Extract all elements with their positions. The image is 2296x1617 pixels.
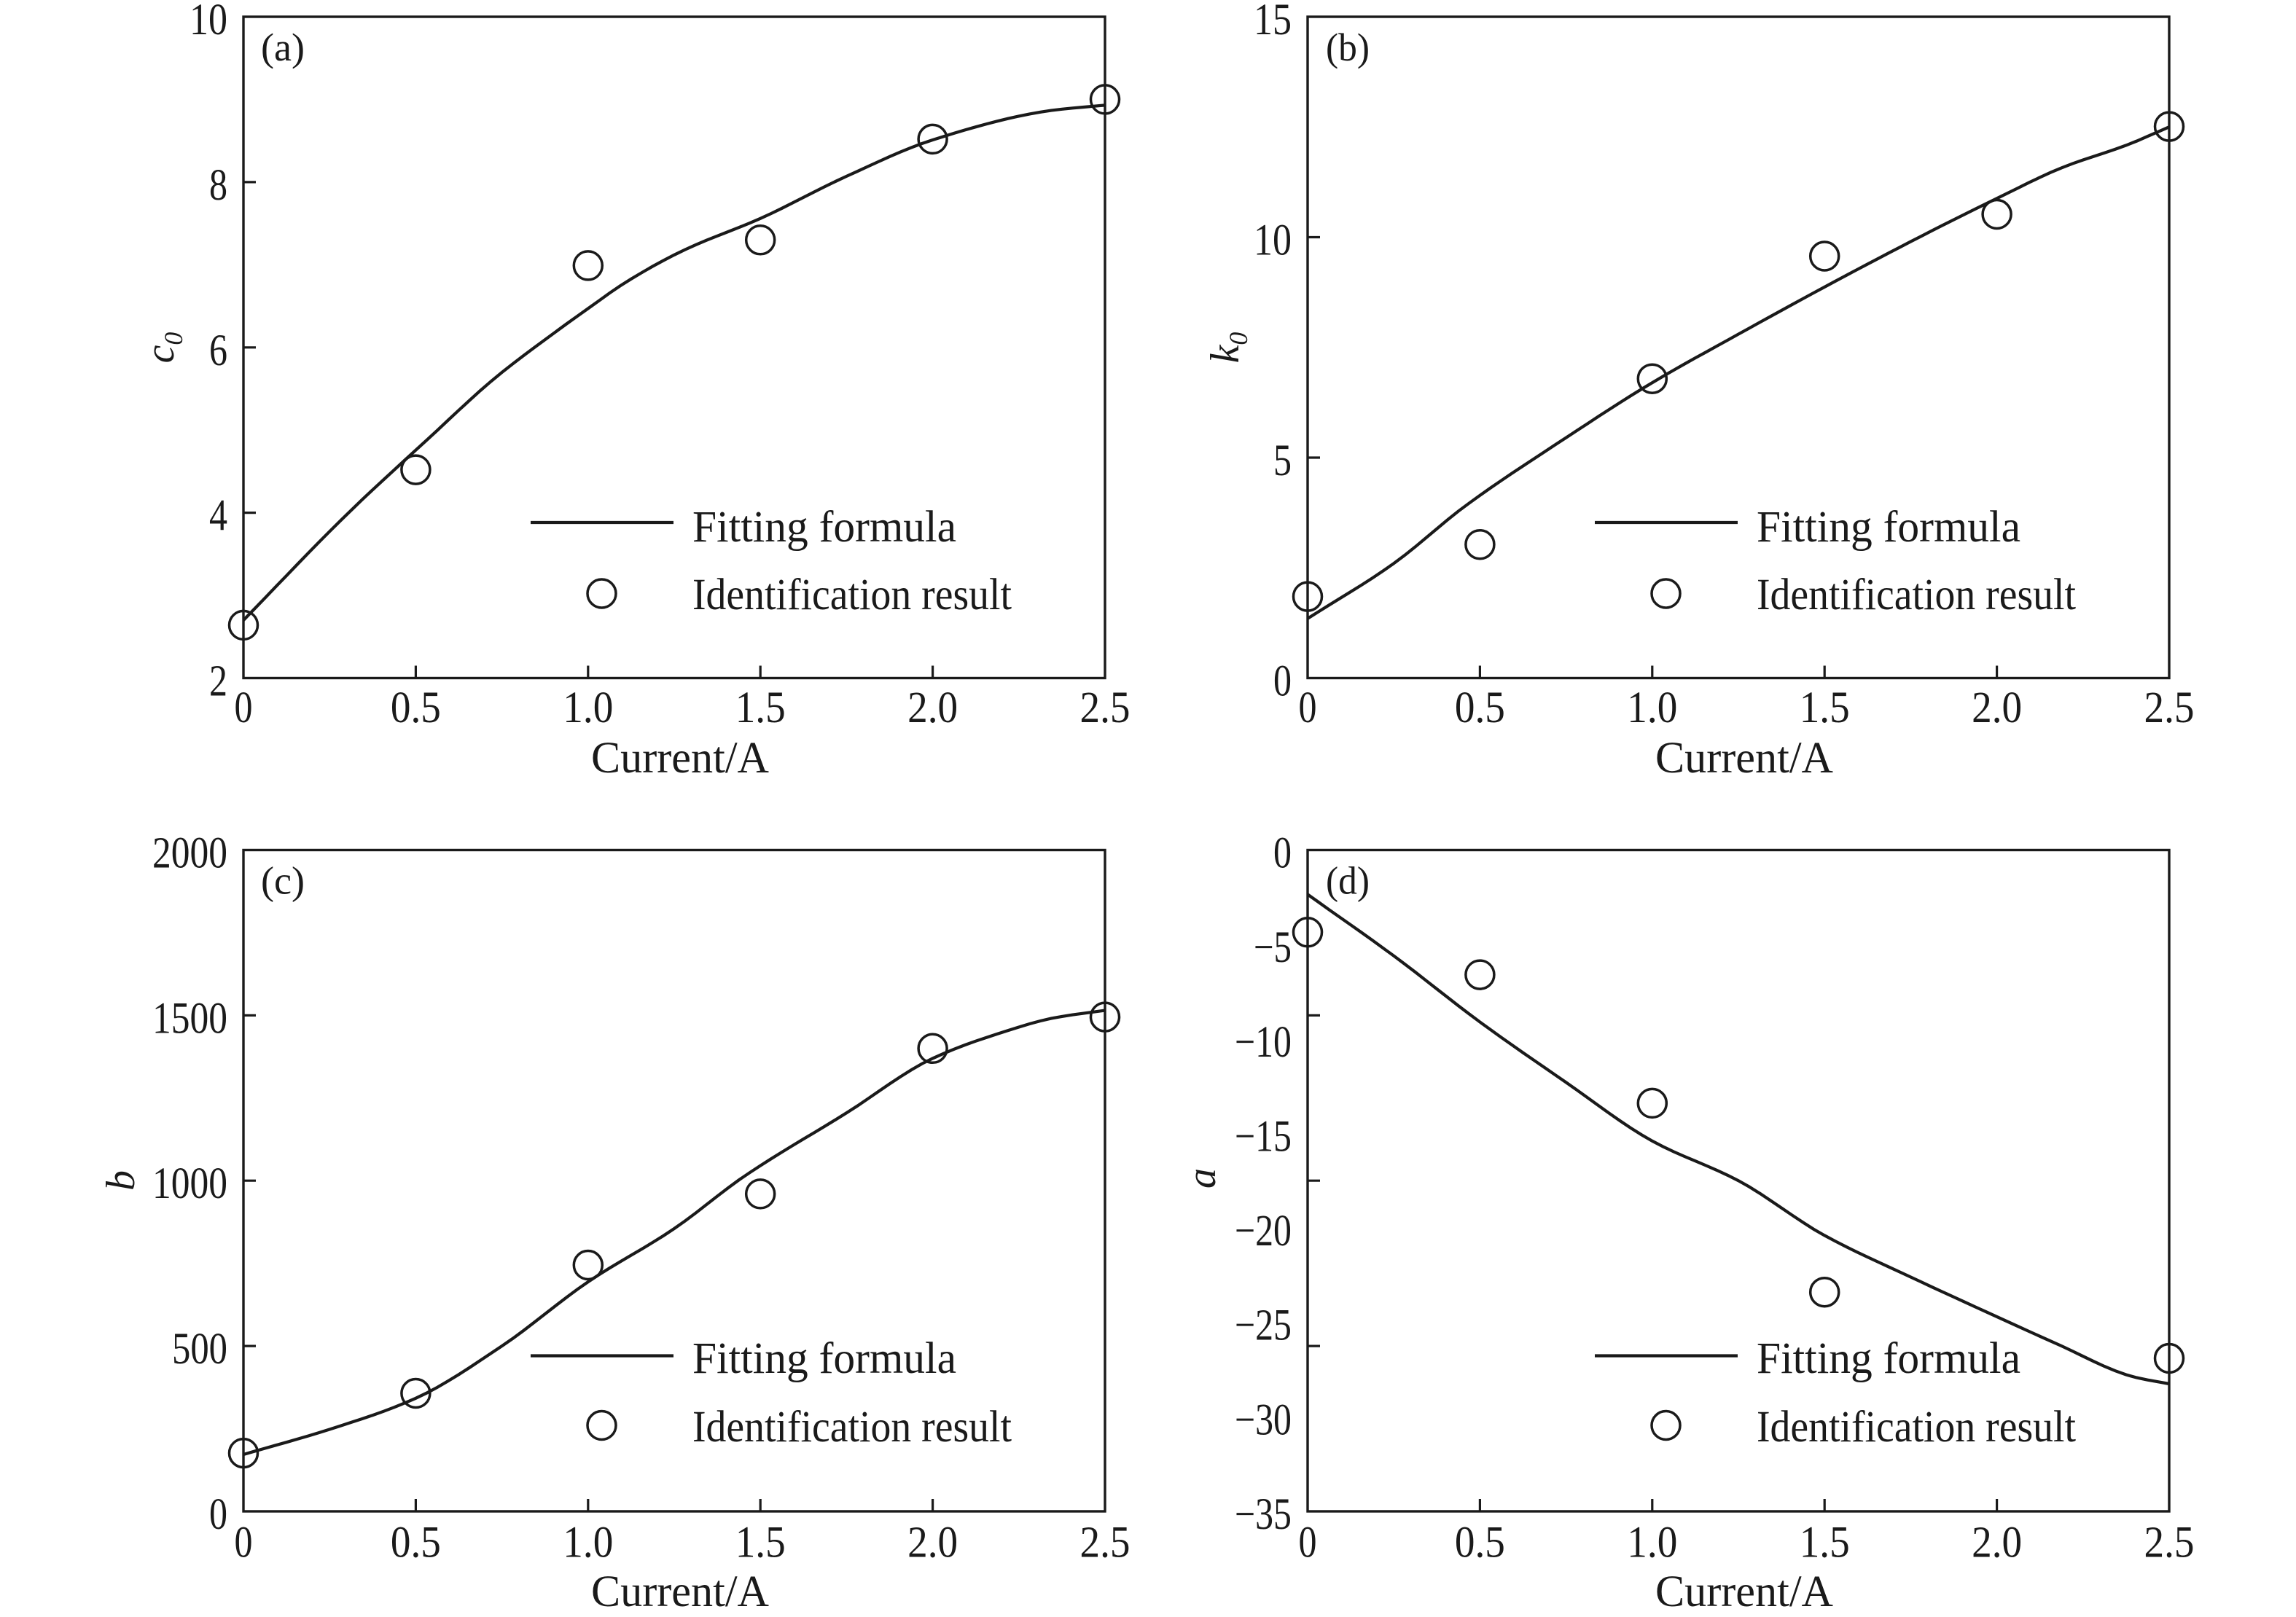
svg-text:0: 0: [1273, 657, 1292, 706]
svg-text:Identification result: Identification result: [692, 1403, 1012, 1452]
svg-text:Current/A: Current/A: [1655, 1567, 1833, 1616]
svg-text:1.0: 1.0: [563, 1519, 613, 1567]
svg-text:Current/A: Current/A: [591, 734, 769, 783]
svg-text:2000: 2000: [152, 829, 227, 878]
svg-text:0: 0: [1299, 1519, 1317, 1567]
svg-text:Identification result: Identification result: [1757, 571, 2076, 619]
svg-text:0: 0: [235, 684, 253, 732]
svg-text:Fitting formula: Fitting formula: [692, 503, 956, 552]
svg-text:Current/A: Current/A: [1655, 734, 1833, 783]
svg-text:b: b: [98, 1170, 144, 1191]
svg-text:Fitting formula: Fitting formula: [692, 1334, 956, 1383]
svg-text:6: 6: [209, 326, 227, 375]
svg-text:2: 2: [209, 657, 227, 706]
svg-text:1500: 1500: [152, 994, 227, 1043]
svg-text:0.5: 0.5: [391, 684, 441, 732]
svg-text:1.5: 1.5: [1800, 684, 1850, 732]
svg-text:−20: −20: [1235, 1207, 1292, 1256]
svg-text:−30: −30: [1235, 1395, 1292, 1444]
svg-text:2.0: 2.0: [907, 1519, 958, 1567]
svg-text:Identification result: Identification result: [692, 571, 1012, 619]
svg-text:5: 5: [1273, 436, 1292, 485]
svg-text:−15: −15: [1235, 1112, 1292, 1161]
svg-text:1.0: 1.0: [563, 684, 613, 732]
svg-text:2.0: 2.0: [907, 684, 958, 732]
svg-text:500: 500: [172, 1325, 227, 1374]
svg-text:(a): (a): [261, 26, 305, 69]
svg-text:a: a: [1179, 1168, 1225, 1189]
svg-text:0.5: 0.5: [1455, 684, 1505, 732]
svg-text:2.0: 2.0: [1972, 684, 2022, 732]
svg-text:−10: −10: [1235, 1018, 1292, 1067]
svg-text:2.5: 2.5: [1080, 684, 1131, 732]
svg-text:Identification result: Identification result: [1757, 1403, 2076, 1452]
svg-text:(c): (c): [261, 859, 305, 903]
svg-text:1.5: 1.5: [1800, 1519, 1850, 1567]
svg-text:1000: 1000: [152, 1159, 227, 1208]
svg-text:−5: −5: [1254, 923, 1292, 972]
svg-text:2.5: 2.5: [2144, 1519, 2195, 1567]
svg-text:1.0: 1.0: [1627, 1519, 1677, 1567]
svg-text:Current/A: Current/A: [591, 1567, 769, 1616]
svg-text:1.0: 1.0: [1627, 684, 1677, 732]
svg-text:−35: −35: [1235, 1490, 1292, 1539]
svg-text:(d): (d): [1326, 859, 1370, 903]
svg-text:0: 0: [235, 1519, 253, 1567]
svg-text:4: 4: [209, 492, 227, 541]
svg-text:0: 0: [209, 1490, 227, 1539]
svg-text:0: 0: [1273, 829, 1292, 878]
svg-text:15: 15: [1254, 0, 1292, 44]
svg-text:1.5: 1.5: [735, 1519, 786, 1567]
svg-text:2.5: 2.5: [1080, 1519, 1131, 1567]
svg-text:0.5: 0.5: [391, 1519, 441, 1567]
svg-text:0: 0: [1299, 684, 1317, 732]
svg-text:8: 8: [209, 161, 227, 210]
svg-text:1.5: 1.5: [735, 684, 786, 732]
svg-text:Fitting formula: Fitting formula: [1757, 1334, 2020, 1383]
svg-text:2.5: 2.5: [2144, 684, 2195, 732]
svg-text:(b): (b): [1326, 26, 1370, 69]
svg-text:−25: −25: [1235, 1301, 1292, 1350]
svg-text:Fitting formula: Fitting formula: [1757, 503, 2020, 552]
svg-text:0.5: 0.5: [1455, 1519, 1505, 1567]
svg-text:10: 10: [1254, 216, 1292, 265]
svg-text:10: 10: [190, 0, 227, 44]
svg-text:2.0: 2.0: [1972, 1519, 2022, 1567]
